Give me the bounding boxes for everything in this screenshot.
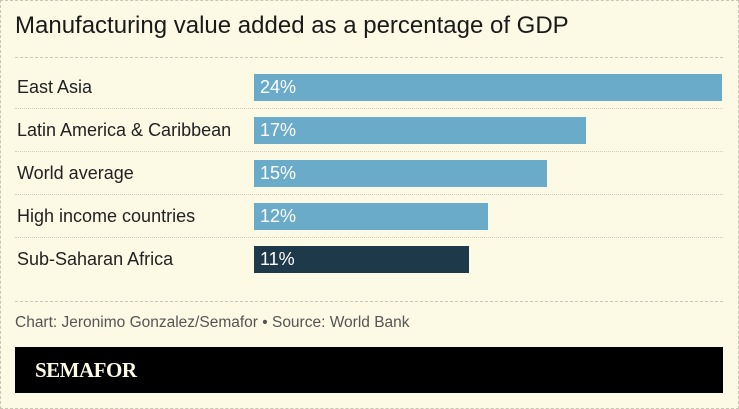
bar (254, 74, 722, 101)
value-label: 11% (260, 249, 295, 269)
brand-bar: SEMAFOR (15, 347, 723, 393)
row-divider (15, 151, 723, 152)
row-divider (15, 194, 723, 195)
bar (254, 160, 547, 187)
bar (254, 246, 469, 273)
bottom-divider (15, 301, 723, 302)
top-divider (15, 57, 723, 58)
category-label: Sub-Saharan Africa (17, 249, 174, 269)
bar (254, 203, 488, 230)
source-credit: Chart: Jeronimo Gonzalez/Semafor • Sourc… (15, 314, 410, 331)
value-label: 24% (260, 77, 297, 97)
bar (254, 117, 586, 144)
chart-title: Manufacturing value added as a percentag… (15, 12, 569, 39)
row-divider (15, 237, 723, 238)
category-label: High income countries (17, 206, 196, 226)
category-label: East Asia (17, 77, 93, 97)
value-label: 17% (260, 120, 297, 140)
category-label: World average (17, 163, 134, 183)
row-divider (15, 108, 723, 109)
value-label: 15% (260, 163, 297, 183)
semafor-logo: SEMAFOR (35, 358, 137, 382)
value-label: 12% (260, 206, 297, 226)
category-label: Latin America & Caribbean (17, 120, 232, 140)
